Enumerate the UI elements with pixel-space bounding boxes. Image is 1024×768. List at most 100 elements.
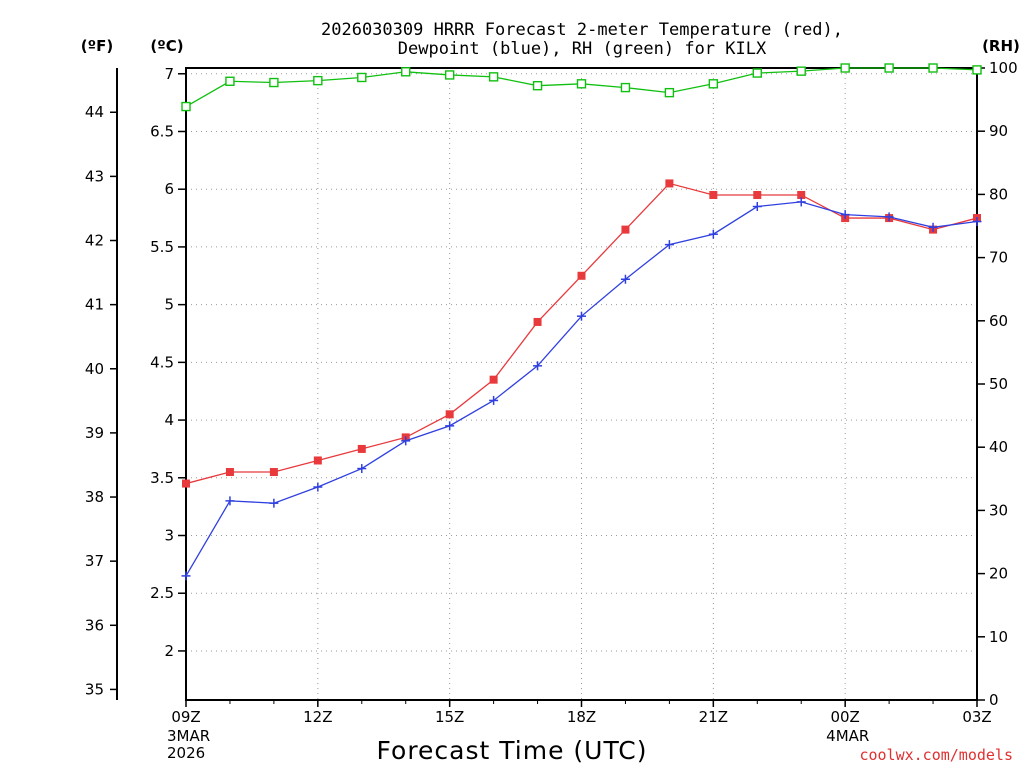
rh-point (576, 79, 587, 89)
temperature-point (709, 190, 718, 199)
x-tick-label: 00Z (830, 708, 859, 726)
rh-point (840, 63, 850, 73)
temperature-point (182, 479, 190, 488)
rh-point (708, 79, 719, 89)
rh-point (401, 67, 411, 77)
dewpoint-point (752, 202, 762, 212)
x-date-label: 3MAR (167, 727, 210, 745)
rh-tick-label: 50 (989, 375, 1008, 393)
celsius-tick-label: 3.5 (150, 469, 174, 487)
x-tick-label: 18Z (567, 708, 596, 726)
celsius-tick-label: 6.5 (150, 122, 174, 140)
fahrenheit-tick-label: 40 (85, 360, 104, 378)
rh-tick-label: 100 (989, 59, 1018, 77)
fahrenheit-tick-label: 36 (85, 616, 104, 634)
celsius-tick-label: 5.5 (150, 238, 174, 256)
temperature-point (533, 317, 542, 326)
source-credit: coolwx.com/models (859, 746, 1013, 764)
rh-tick-label: 80 (989, 185, 1008, 203)
rh-point (357, 72, 367, 83)
x-tick-label: 12Z (303, 708, 332, 726)
gridlines (185, 68, 978, 700)
temperature-point (445, 410, 454, 419)
fahrenheit-tick-label: 41 (85, 296, 104, 314)
temperature-point (225, 468, 234, 477)
fahrenheit-tick-label: 37 (85, 552, 104, 570)
celsius-tick-label: 2 (164, 642, 174, 660)
chart-title-line2: Dewpoint (blue), RH (green) for KILX (398, 39, 767, 59)
x-tick-label: 09Z (171, 708, 200, 726)
celsius-tick-label: 5 (164, 296, 174, 314)
rh-unit-label: (RH) (982, 37, 1020, 55)
celsius-tick-label: 6 (164, 180, 174, 198)
rh-tick-label: 10 (989, 628, 1008, 646)
dewpoint-point (181, 571, 191, 581)
dewpoint-point (884, 212, 894, 222)
rh-point (225, 76, 235, 86)
fahrenheit-tick-label: 35 (85, 680, 104, 698)
dewpoint-point (489, 395, 499, 405)
rh-point (752, 68, 762, 78)
rh-point (972, 65, 982, 75)
temperature-point (621, 225, 630, 234)
temperature-point (665, 179, 674, 188)
rh-point (532, 80, 543, 91)
rh-tick-label: 30 (989, 501, 1008, 519)
rh-tick-label: 20 (989, 565, 1008, 583)
rh-point (796, 66, 806, 76)
rh-tick-label: 0 (989, 691, 999, 709)
fahrenheit-tick-label: 43 (85, 167, 104, 185)
rh-point (620, 82, 631, 93)
rh-point (313, 75, 323, 86)
celsius-tick-label: 4 (164, 411, 174, 429)
dewpoint-point (664, 240, 674, 250)
rh-point (181, 101, 191, 112)
rh-tick-label: 90 (989, 122, 1008, 140)
dewpoint-point (533, 361, 543, 371)
fahrenheit-tick-label: 44 (85, 103, 104, 121)
chart-title-line1: 2026030309 HRRR Forecast 2-meter Tempera… (321, 20, 843, 40)
temperature-point (269, 468, 278, 477)
celsius-tick-label: 4.5 (150, 353, 174, 371)
axes: 2 2.5 3 3.5 4 4.5 5 5.5 6 6.5 7 35 36 37 38 39 40 41 42 43 4… (85, 59, 1018, 709)
dewpoint-point (357, 464, 367, 474)
celsius-tick-label: 2.5 (150, 584, 174, 602)
fahrenheit-unit-label: (ºF) (81, 37, 113, 55)
rh-point (884, 63, 894, 73)
temperature-point (313, 456, 322, 465)
rh-tick-label: 70 (989, 249, 1008, 267)
rh-point (488, 72, 499, 82)
dewpoint-point (708, 229, 718, 239)
celsius-tick-label: 3 (164, 527, 174, 545)
x-tick-label: 15Z (435, 708, 464, 726)
temperature-point (753, 190, 762, 199)
rh-point (928, 63, 938, 73)
celsius-tick-label: 7 (164, 65, 174, 83)
celsius-unit-label: (ºC) (150, 37, 183, 55)
data-series (181, 63, 982, 581)
x-axis-title: Forecast Time (UTC) (377, 736, 648, 765)
rh-point (664, 87, 675, 98)
temperature-point (577, 271, 586, 280)
x-date-label: 2026 (167, 744, 205, 762)
dewpoint-point (401, 436, 411, 446)
dewpoint-point (840, 210, 850, 220)
dewpoint-point (269, 498, 279, 508)
dewpoint-point (796, 197, 806, 207)
dewpoint-point (972, 217, 982, 227)
rh-point (444, 70, 455, 80)
temperature-point (489, 375, 498, 384)
rh-tick-label: 40 (989, 438, 1008, 456)
fahrenheit-tick-label: 38 (85, 488, 104, 506)
dewpoint-point (928, 222, 938, 232)
dewpoint-point (577, 311, 586, 321)
fahrenheit-tick-label: 42 (85, 232, 104, 250)
rh-point (269, 77, 279, 88)
fahrenheit-tick-label: 39 (85, 424, 104, 442)
dewpoint-point (313, 482, 323, 492)
temperature-point (357, 444, 366, 453)
rh-tick-label: 60 (989, 312, 1008, 330)
x-tick-label: 21Z (699, 708, 728, 726)
